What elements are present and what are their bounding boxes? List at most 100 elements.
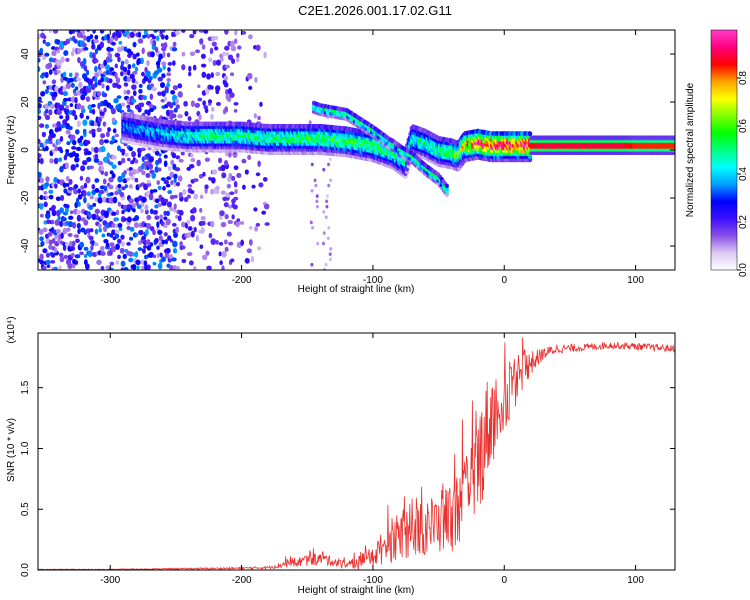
- spectrogram-cell: [148, 76, 153, 81]
- spectrogram-cell: [128, 257, 134, 263]
- spectrogram-cell: [120, 234, 125, 240]
- spectrogram-cell: [58, 265, 62, 270]
- spectrogram-cell: [197, 97, 203, 102]
- spectrogram-cell: [137, 247, 143, 251]
- spectrogram-cell: [250, 255, 255, 263]
- spectrogram-cell: [316, 241, 320, 246]
- spectrogram-cell: [222, 51, 226, 57]
- spectrogram-cell: [51, 148, 56, 153]
- spectrogram-cell: [54, 266, 58, 270]
- spectrogram-cell: [171, 222, 177, 227]
- spectrogram-cell: [145, 70, 151, 78]
- colorbar-ticks: 0.00.20.40.60.8: [737, 71, 749, 277]
- spectrogram-cell: [161, 73, 166, 79]
- spectrogram-cell: [177, 91, 183, 98]
- spectrogram-cell: [163, 232, 168, 237]
- spectrogram-cell: [144, 204, 149, 211]
- spectrogram-cell: [156, 252, 160, 259]
- spectrogram-cell: [173, 107, 178, 113]
- spectrogram-cell: [166, 210, 171, 217]
- spectrogram-cell: [193, 226, 197, 233]
- spectrogram-cell: [170, 90, 176, 95]
- spectrogram-cell: [70, 245, 76, 251]
- spectrogram-cell: [235, 220, 240, 228]
- spectrogram-cell: [102, 92, 108, 98]
- spectrogram-cell: [157, 185, 162, 191]
- spectrogram-cell: [38, 115, 42, 121]
- spectrogram-cell: [325, 204, 329, 209]
- spectrogram-cell: [169, 206, 174, 212]
- spectrogram-cell: [64, 108, 70, 116]
- spectrogram-cell: [166, 72, 172, 77]
- spectrogram-cell: [171, 47, 178, 52]
- colorbar: 0.00.20.40.60.8 Normalized spectral ampl…: [685, 29, 749, 277]
- spectrogram-cell: [59, 86, 64, 91]
- spectrogram-cell: [328, 257, 332, 262]
- spectrogram-cell: [161, 256, 166, 263]
- spectrogram-cell: [134, 177, 139, 183]
- spectrogram-cell: [38, 33, 41, 40]
- spectrogram-cell: [200, 215, 206, 221]
- spectrogram-cell: [234, 30, 238, 36]
- spectrogram-cell: [53, 176, 58, 183]
- spectrogram-cell: [163, 210, 167, 216]
- spectrogram-cell: [148, 163, 154, 170]
- spectrogram-cell: [134, 159, 139, 164]
- spectrogram-cell: [52, 143, 56, 148]
- spectrogram-cell: [189, 189, 195, 195]
- spectrogram-cell: [46, 264, 51, 269]
- spectrogram-cell: [48, 189, 54, 194]
- spectrogram-cell: [69, 77, 75, 83]
- spectrogram-cell: [71, 240, 76, 247]
- spectrogram-cell: [151, 172, 157, 179]
- spectrogram-cell: [195, 49, 201, 54]
- spectrogram-cell: [64, 241, 69, 247]
- spectrogram-cell: [146, 179, 151, 184]
- spectrogram-x-tick-label: 100: [627, 275, 644, 286]
- spectrogram-cell: [322, 210, 326, 214]
- spectrogram-cell: [44, 124, 50, 129]
- spectrogram-cell: [74, 254, 81, 259]
- spectrogram-cell: [167, 67, 171, 72]
- spectrogram-cell: [206, 73, 211, 80]
- spectrogram-cell: [54, 145, 58, 152]
- spectrogram-cell: [246, 248, 252, 254]
- spectrogram-cell: [81, 73, 87, 80]
- spectrogram-cell: [62, 97, 69, 102]
- spectrogram-cell: [65, 204, 70, 209]
- spectrogram-cell: [158, 235, 163, 242]
- spectrogram-cell: [140, 71, 145, 77]
- spectrogram-cell: [321, 241, 325, 246]
- spectrogram-cell: [118, 40, 123, 45]
- spectrogram-cell: [100, 169, 105, 175]
- spectrogram-cell: [165, 218, 171, 226]
- spectrogram-cell: [59, 220, 64, 228]
- spectrogram-cell: [45, 42, 51, 47]
- spectrogram-cell: [111, 41, 116, 46]
- spectrogram-cell: [172, 41, 177, 47]
- spectrogram-cell: [263, 51, 267, 59]
- spectrogram-cell: [172, 60, 176, 66]
- spectrogram-cell: [50, 132, 56, 139]
- spectrogram-cell: [199, 38, 204, 45]
- spectrogram-cell: [327, 162, 331, 167]
- spectrogram-cell: [132, 202, 136, 209]
- spectrogram-cell: [75, 77, 82, 82]
- spectrogram-cell: [140, 102, 145, 108]
- spectrogram-cell: [62, 182, 67, 189]
- spectrogram-cell: [67, 221, 74, 228]
- spectrogram-cell: [62, 90, 68, 97]
- spectrogram-cell: [134, 232, 139, 237]
- spectrogram-cell: [190, 230, 195, 238]
- spectrogram-cell: [157, 229, 163, 235]
- spectrogram-cell: [160, 177, 166, 182]
- spectrogram-cell: [229, 191, 235, 196]
- spectrogram-cell: [229, 258, 235, 263]
- spectrogram-cell: [38, 123, 45, 128]
- spectrogram-cell: [39, 259, 45, 265]
- spectrogram-cell: [45, 176, 50, 183]
- spectrogram-cell: [168, 265, 175, 270]
- spectrogram-cell: [64, 162, 69, 170]
- spectrogram-cell: [315, 199, 319, 204]
- spectrogram-cell: [158, 153, 162, 157]
